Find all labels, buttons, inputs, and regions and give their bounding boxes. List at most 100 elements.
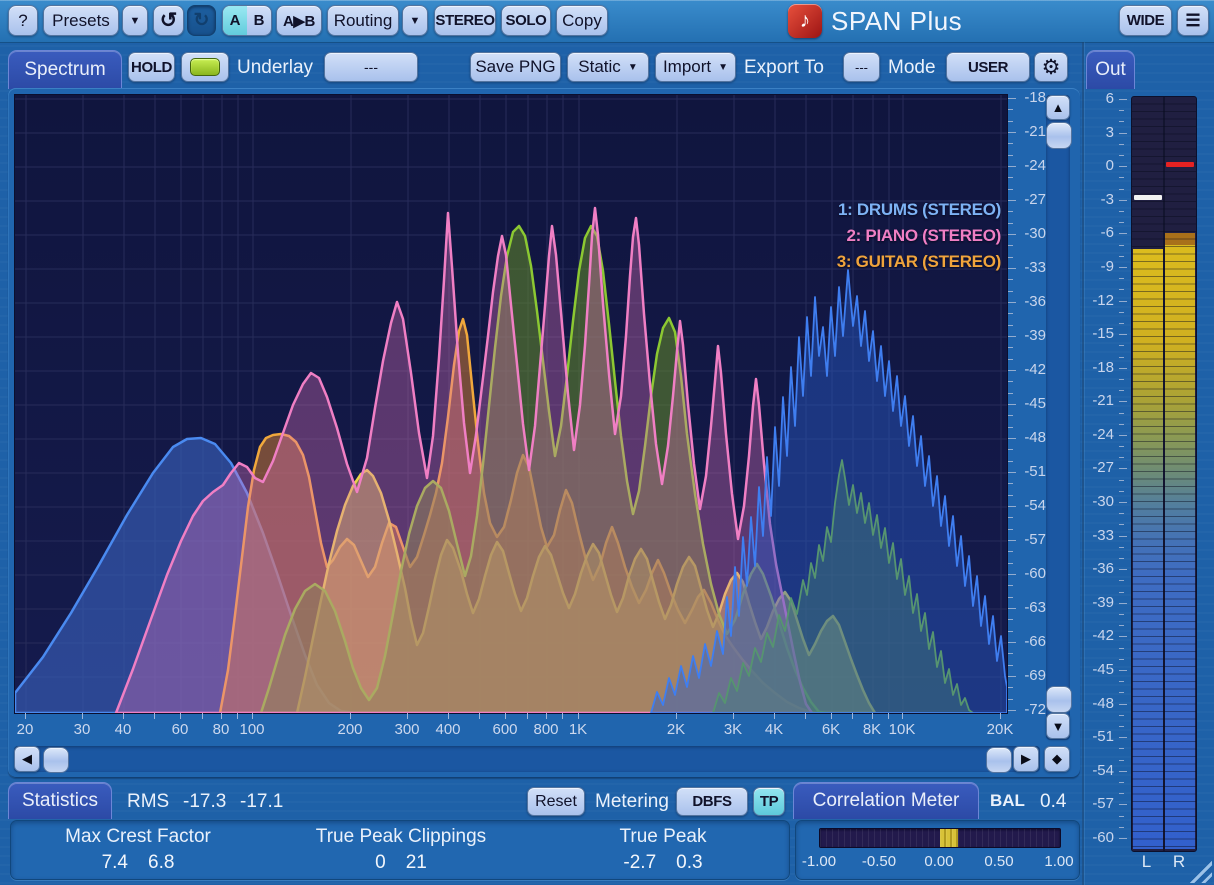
export-to-select[interactable]: --- (843, 52, 880, 82)
db-label: -30 (1024, 225, 1046, 242)
db-tick (1008, 585, 1013, 587)
spectrum-display[interactable]: 1: DRUMS (STEREO) 2: PIANO (STEREO) 3: GUI… (14, 94, 1008, 714)
legend-item[interactable]: 1: DRUMS (STEREO) (837, 200, 1001, 219)
db-tick (1008, 381, 1013, 383)
db-tick (1008, 664, 1013, 666)
mode-label: Mode (888, 57, 936, 78)
underlay-enable-toggle[interactable] (181, 52, 229, 82)
horizontal-scrollbar-thumb-left[interactable] (43, 747, 69, 773)
scroll-up-icon[interactable]: ▲ (1046, 95, 1070, 120)
db-tick (1008, 596, 1013, 598)
freq-label: 30 (73, 721, 91, 738)
meter-tick (1119, 334, 1127, 336)
reset-button[interactable]: Reset (527, 787, 585, 816)
series-guitar-realtime (712, 459, 974, 713)
horizontal-scrollbar-track[interactable] (14, 746, 1040, 772)
vertical-scrollbar-thumb-bottom[interactable] (1046, 686, 1072, 713)
save-png-button[interactable]: Save PNG (470, 52, 561, 82)
freq-label: 6K (821, 721, 841, 738)
solo-button[interactable]: SOLO (501, 5, 551, 36)
db-tick (1008, 256, 1013, 258)
meter-tick (1119, 300, 1127, 302)
undo-icon[interactable]: ↺ (153, 5, 184, 36)
channel-label-left: L (1141, 852, 1152, 871)
correlation-panel: -1.00 -0.50 0.00 0.50 1.00 (795, 820, 1080, 880)
scroll-left-icon[interactable]: ◀ (14, 746, 40, 772)
a-to-b-button[interactable]: A▶B (276, 5, 322, 36)
metering-mode-button[interactable]: DBFS (676, 787, 748, 816)
meter-tick (1119, 188, 1124, 190)
stat-group-values: -2.7 0.3 (623, 852, 703, 873)
stereo-button[interactable]: STEREO (434, 5, 496, 36)
copy-button[interactable]: Copy (556, 5, 608, 36)
routing-dropdown-icon[interactable]: ▼ (402, 5, 428, 36)
mode-select[interactable]: USER (946, 52, 1030, 82)
stat-group-label: Max Crest Factor (65, 826, 211, 847)
meter-tick (1119, 289, 1124, 291)
db-label: -54 (1024, 497, 1046, 514)
static-dropdown[interactable]: Static ▼ (567, 52, 649, 82)
legend-item[interactable]: 2: PIANO (STEREO) (846, 226, 1001, 245)
meter-tick (1119, 781, 1124, 783)
meter-tick (1119, 602, 1127, 604)
gear-icon[interactable]: ⚙ (1034, 52, 1068, 82)
db-tick (1008, 551, 1013, 553)
meter-tick (1119, 759, 1124, 761)
db-tick (1008, 676, 1016, 677)
freq-tick (578, 713, 579, 719)
legend-item[interactable]: 3: GUITAR (STEREO) (836, 252, 1002, 271)
tab-out[interactable]: Out (1086, 50, 1135, 89)
db-tick (1008, 302, 1016, 303)
help-button[interactable]: ? (8, 5, 38, 36)
meter-tick (1119, 725, 1124, 727)
redo-icon[interactable]: ↻ (187, 5, 216, 36)
meter-tick (1119, 255, 1124, 257)
menu-icon[interactable]: ☰ (1177, 5, 1209, 36)
ab-switch[interactable]: A B (222, 5, 272, 36)
horizontal-scrollbar-thumb-right[interactable] (986, 747, 1012, 773)
db-tick (1008, 574, 1016, 575)
meter-tick (1119, 132, 1127, 134)
import-dropdown[interactable]: Import ▼ (655, 52, 736, 82)
wide-button[interactable]: WIDE (1119, 5, 1172, 36)
out-level-meter[interactable] (1131, 96, 1197, 852)
underlay-select[interactable]: --- (324, 52, 418, 82)
meter-tick (1119, 155, 1124, 156)
tab-statistics[interactable]: Statistics (8, 782, 112, 819)
meter-tick (1119, 177, 1124, 179)
freq-tick (221, 713, 222, 719)
db-tick (1008, 211, 1013, 213)
routing-button[interactable]: Routing (327, 5, 399, 36)
db-tick (1008, 608, 1016, 609)
meter-tick (1119, 278, 1124, 280)
db-label: -27 (1024, 191, 1046, 208)
scroll-reset-diamond-icon[interactable]: ◆ (1044, 746, 1070, 772)
db-tick (1008, 347, 1013, 349)
ab-switch-b[interactable]: B (253, 12, 265, 29)
ab-switch-a[interactable]: A (223, 6, 247, 35)
tab-correlation-meter[interactable]: Correlation Meter (793, 782, 979, 819)
scroll-down-icon[interactable]: ▼ (1046, 713, 1070, 739)
presets-button[interactable]: Presets (43, 5, 119, 36)
scroll-right-icon[interactable]: ▶ (1013, 746, 1039, 772)
meter-tick (1119, 479, 1124, 481)
db-tick (1008, 642, 1016, 643)
meter-db-label: 3 (1105, 123, 1114, 141)
vertical-scrollbar-track[interactable] (1046, 95, 1070, 740)
meter-tick (1119, 524, 1124, 526)
freq-tick (82, 713, 83, 719)
freq-label: 800 (533, 721, 559, 738)
meter-tick (1119, 423, 1124, 425)
presets-dropdown-icon[interactable]: ▼ (122, 5, 148, 36)
hold-button[interactable]: HOLD (128, 52, 175, 82)
db-tick (1008, 222, 1013, 224)
true-peak-toggle[interactable]: TP (753, 787, 785, 816)
db-tick (1008, 154, 1013, 156)
meter-tick (1119, 647, 1124, 649)
vertical-scrollbar-thumb-top[interactable] (1046, 122, 1072, 149)
db-tick (1008, 143, 1013, 145)
tab-spectrum[interactable]: Spectrum (8, 50, 122, 89)
meter-db-label: -39 (1092, 593, 1114, 611)
freq-tick (888, 713, 889, 719)
freq-label: 20 (16, 721, 34, 738)
